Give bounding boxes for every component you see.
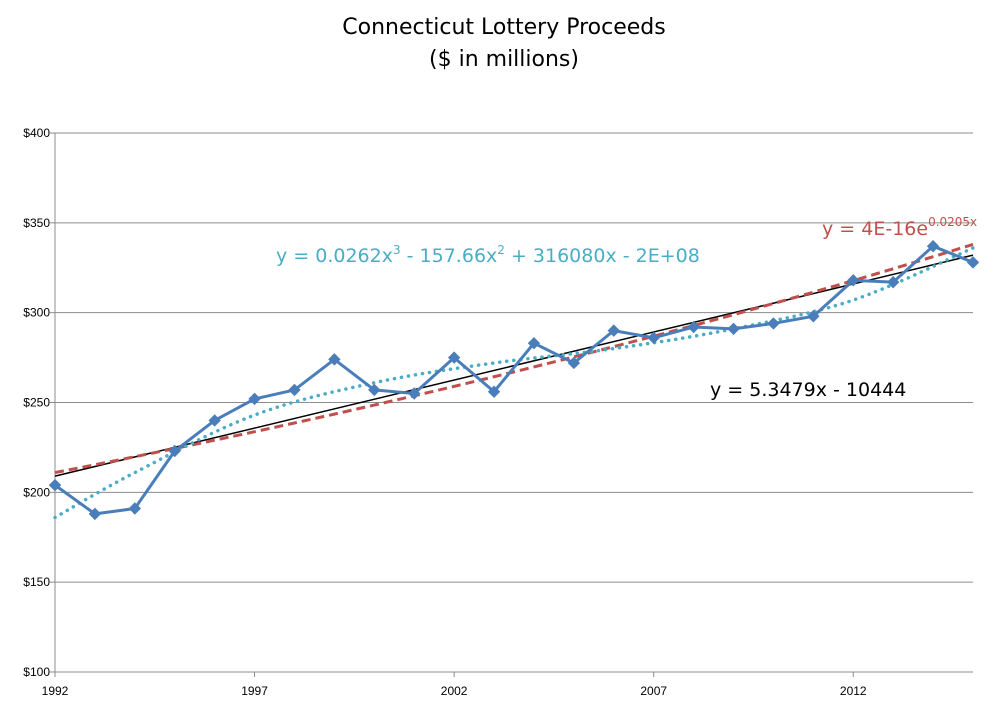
data-point-2008 [687, 320, 700, 334]
y-tick-labels: $100 $150 $200 $250 $300 $350 $400 [23, 126, 50, 679]
data-point-2015 [966, 256, 980, 269]
y-tick-label-6: $400 [23, 126, 50, 140]
data-point-2014 [926, 239, 940, 253]
data-point-1997 [248, 392, 261, 406]
data-point-2011 [807, 310, 820, 323]
data-point-2009 [727, 322, 740, 336]
x-tick-label-3: 2007 [640, 684, 667, 698]
y-tick-label-2: $200 [23, 485, 50, 499]
axes [50, 132, 973, 677]
data-point-1993 [88, 507, 102, 521]
linear-equation: y = 5.3479x - 10444 [710, 379, 906, 401]
data-point-2007 [647, 331, 660, 345]
data-point-1995 [168, 444, 181, 458]
chart-title: Connecticut Lottery Proceeds [342, 15, 665, 40]
x-tick-label-4: 2012 [840, 684, 867, 698]
series-line-0 [54, 244, 974, 516]
data-point-2000 [368, 383, 381, 397]
data-point-1999 [328, 353, 341, 366]
poly-equation: y = 0.0262x3 - 157.66x2 + 316080x - 2E+0… [276, 243, 700, 267]
data-point-2004 [527, 337, 541, 350]
y-tick-label-3: $250 [23, 396, 50, 410]
y-tick-label-1: $150 [23, 575, 50, 589]
data-point-2013 [886, 275, 900, 289]
data-point-2006 [607, 324, 620, 337]
chart-subtitle: ($ in millions) [429, 47, 579, 72]
data-point-2010 [767, 317, 780, 330]
data-point-1996 [208, 414, 221, 427]
data-series [48, 239, 980, 521]
data-point-1992 [48, 478, 62, 492]
y-tick-label-0: $100 [23, 665, 50, 679]
gridlines [55, 132, 973, 583]
x-tick-label-1: 1997 [241, 684, 268, 698]
data-point-2003 [487, 385, 501, 398]
trendline-exponential [54, 242, 974, 475]
x-tick-labels: 1992 1997 2002 2007 2012 [42, 684, 867, 698]
x-tick-label-2: 2002 [441, 684, 468, 698]
y-tick-label-4: $300 [23, 306, 50, 320]
expo-equation: y = 4E-16e0.0205x [822, 215, 977, 240]
data-point-2002 [447, 351, 461, 364]
data-point-1998 [288, 383, 301, 397]
data-point-2005 [567, 356, 581, 370]
data-point-1994 [128, 502, 142, 515]
data-point-2001 [408, 387, 421, 400]
y-tick-label-5: $350 [23, 216, 50, 230]
data-point-2012 [847, 274, 860, 287]
x-tick-label-0: 1992 [42, 684, 69, 698]
